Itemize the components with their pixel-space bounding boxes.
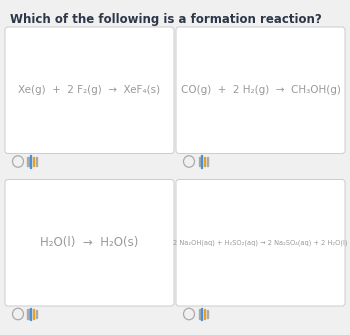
Bar bbox=[33, 309, 34, 319]
Bar bbox=[30, 308, 32, 320]
Text: 2 Na₂OH(aq) + H₂SO₂(aq) → 2 Na₂SO₄(aq) + 2 H₂O(l): 2 Na₂OH(aq) + H₂SO₂(aq) → 2 Na₂SO₄(aq) +… bbox=[173, 240, 348, 246]
Bar bbox=[198, 309, 200, 319]
FancyBboxPatch shape bbox=[176, 180, 345, 306]
Bar bbox=[28, 156, 29, 166]
Bar bbox=[207, 157, 208, 165]
Bar bbox=[30, 155, 32, 168]
Bar bbox=[201, 155, 202, 168]
Text: H₂O(l)  →  H₂O(s): H₂O(l) → H₂O(s) bbox=[40, 236, 139, 249]
Bar bbox=[33, 156, 34, 166]
FancyBboxPatch shape bbox=[5, 180, 174, 306]
FancyBboxPatch shape bbox=[176, 27, 345, 153]
Bar bbox=[207, 310, 208, 318]
Bar bbox=[36, 157, 37, 165]
Bar bbox=[204, 309, 205, 319]
Bar bbox=[198, 156, 200, 166]
FancyBboxPatch shape bbox=[5, 27, 174, 153]
Text: CO(g)  +  2 H₂(g)  →  CH₃OH(g): CO(g) + 2 H₂(g) → CH₃OH(g) bbox=[181, 85, 341, 95]
Bar bbox=[28, 309, 29, 319]
Bar bbox=[201, 308, 202, 320]
Text: Which of the following is a formation reaction?: Which of the following is a formation re… bbox=[10, 13, 322, 26]
Bar bbox=[36, 310, 37, 318]
Text: Xe(g)  +  2 F₂(g)  →  XeF₄(s): Xe(g) + 2 F₂(g) → XeF₄(s) bbox=[19, 85, 161, 95]
Bar bbox=[204, 156, 205, 166]
